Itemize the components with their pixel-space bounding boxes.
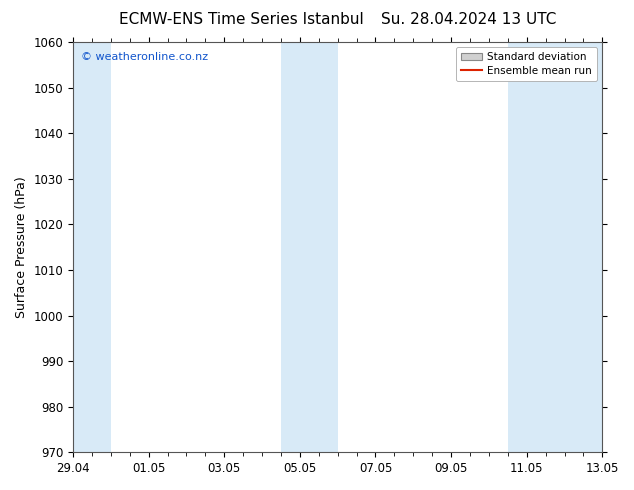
Text: © weatheronline.co.nz: © weatheronline.co.nz bbox=[81, 52, 208, 62]
Bar bbox=[281, 42, 338, 452]
Y-axis label: Surface Pressure (hPa): Surface Pressure (hPa) bbox=[15, 176, 28, 318]
Legend: Standard deviation, Ensemble mean run: Standard deviation, Ensemble mean run bbox=[456, 47, 597, 81]
Text: Su. 28.04.2024 13 UTC: Su. 28.04.2024 13 UTC bbox=[382, 12, 557, 27]
Bar bbox=[508, 42, 602, 452]
Text: ECMW-ENS Time Series Istanbul: ECMW-ENS Time Series Istanbul bbox=[119, 12, 363, 27]
Bar bbox=[73, 42, 111, 452]
